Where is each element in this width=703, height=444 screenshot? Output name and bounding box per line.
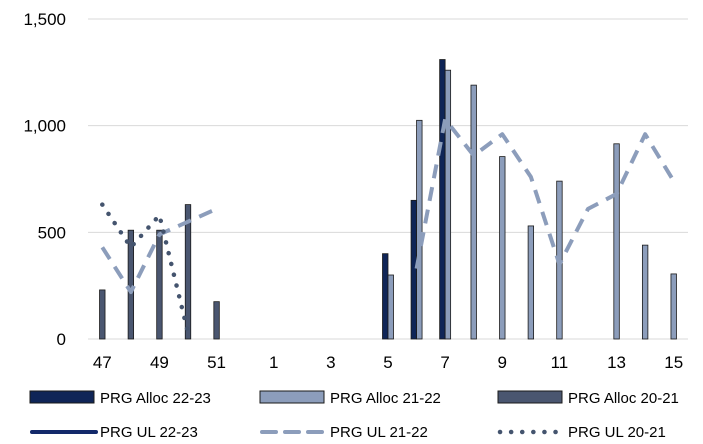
bar-prg-alloc-20-21 xyxy=(184,204,192,340)
bar-prg-alloc-20-21 xyxy=(156,229,163,340)
legend-label: PRG UL 20-21 xyxy=(568,424,666,441)
x-tick-label: 5 xyxy=(383,353,392,372)
bar-prg-alloc-21-22 xyxy=(527,225,535,340)
x-tick-label: 15 xyxy=(664,353,683,372)
line-prg-ul-21-22 xyxy=(414,117,676,269)
legend-swatch xyxy=(29,390,95,404)
legend-label: PRG Alloc 20-21 xyxy=(568,390,679,407)
y-tick-label: 500 xyxy=(38,223,66,242)
bar-prg-alloc-21-22 xyxy=(387,274,394,340)
y-tick-label: 1,000 xyxy=(23,117,66,136)
bar-prg-alloc-21-22 xyxy=(416,119,423,340)
bars xyxy=(99,59,677,340)
bar-prg-alloc-21-22 xyxy=(444,69,452,340)
legend-swatch xyxy=(259,390,325,404)
y-tick-label: 0 xyxy=(57,330,66,349)
bar-prg-alloc-20-21 xyxy=(127,229,135,340)
y-axis-ticks: 0 500 1,000 1,500 xyxy=(23,10,66,349)
bar-prg-alloc-20-21 xyxy=(99,289,106,340)
legend-swatch xyxy=(497,390,563,404)
x-tick-label: 11 xyxy=(551,353,569,372)
bar-prg-alloc-21-22 xyxy=(499,156,506,340)
bar-prg-alloc-21-22 xyxy=(470,84,477,340)
x-tick-label: 1 xyxy=(269,353,278,372)
bar-prg-alloc-21-22 xyxy=(613,143,620,340)
x-tick-label: 3 xyxy=(326,353,335,372)
y-tick-label: 1,500 xyxy=(23,10,66,29)
legend-label: PRG Alloc 22-23 xyxy=(100,390,211,407)
legend-label: PRG UL 22-23 xyxy=(100,424,198,441)
x-tick-label: 7 xyxy=(440,353,449,372)
x-tick-label: 9 xyxy=(498,353,507,372)
legend: PRG Alloc 22-23 PRG Alloc 21-22 PRG Alloc … xyxy=(29,390,679,441)
lines xyxy=(100,117,676,335)
legend-label: PRG UL 21-22 xyxy=(330,424,428,441)
x-tick-label: 49 xyxy=(150,353,169,372)
x-tick-label: 47 xyxy=(93,353,112,372)
bar-prg-alloc-22-23 xyxy=(382,253,389,340)
bar-prg-alloc-20-21 xyxy=(213,301,220,340)
bar-prg-alloc-22-23 xyxy=(439,59,446,340)
line-prg-ul-20-21 xyxy=(100,202,191,335)
legend-label: PRG Alloc 21-22 xyxy=(330,390,441,407)
bar-prg-alloc-21-22 xyxy=(641,244,649,340)
bar-prg-alloc-21-22 xyxy=(670,273,677,340)
x-tick-label: 13 xyxy=(607,353,626,372)
x-tick-label: 51 xyxy=(207,353,226,372)
line-prg-ul-21-22 xyxy=(100,207,218,295)
x-axis-ticks: 47 49 51 1 3 5 7 9 11 13 15 xyxy=(93,353,683,372)
bar-prg-alloc-22-23 xyxy=(410,199,417,340)
